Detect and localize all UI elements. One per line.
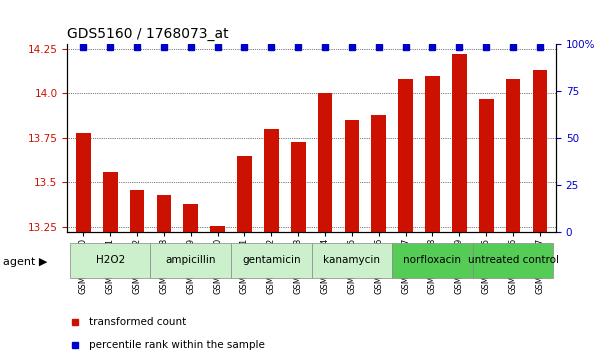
Bar [264, 129, 279, 232]
Bar [156, 195, 171, 232]
Text: ampicillin: ampicillin [166, 256, 216, 265]
Text: GDS5160 / 1768073_at: GDS5160 / 1768073_at [67, 27, 229, 41]
Bar [533, 70, 547, 232]
Bar [398, 79, 413, 232]
Bar [371, 115, 386, 232]
Bar [506, 79, 521, 232]
Bar [130, 189, 144, 232]
Text: agent ▶: agent ▶ [3, 257, 48, 267]
Bar [237, 156, 252, 232]
Bar [231, 243, 312, 278]
Text: H2O2: H2O2 [95, 256, 125, 265]
Bar [479, 99, 494, 232]
Bar [318, 93, 332, 232]
Bar [103, 172, 117, 232]
Bar [392, 243, 473, 278]
Bar [210, 226, 225, 232]
Bar [425, 76, 440, 232]
Bar [70, 243, 150, 278]
Bar [452, 54, 467, 232]
Text: gentamicin: gentamicin [242, 256, 301, 265]
Text: kanamycin: kanamycin [323, 256, 381, 265]
Text: percentile rank within the sample: percentile rank within the sample [89, 340, 265, 350]
Bar [183, 204, 198, 232]
Bar [150, 243, 231, 278]
Text: transformed count: transformed count [89, 317, 186, 327]
Bar [76, 132, 90, 232]
Text: norfloxacin: norfloxacin [403, 256, 461, 265]
Bar [473, 243, 554, 278]
Text: untreated control: untreated control [467, 256, 558, 265]
Bar [312, 243, 392, 278]
Bar [345, 120, 359, 232]
Bar [291, 142, 306, 232]
